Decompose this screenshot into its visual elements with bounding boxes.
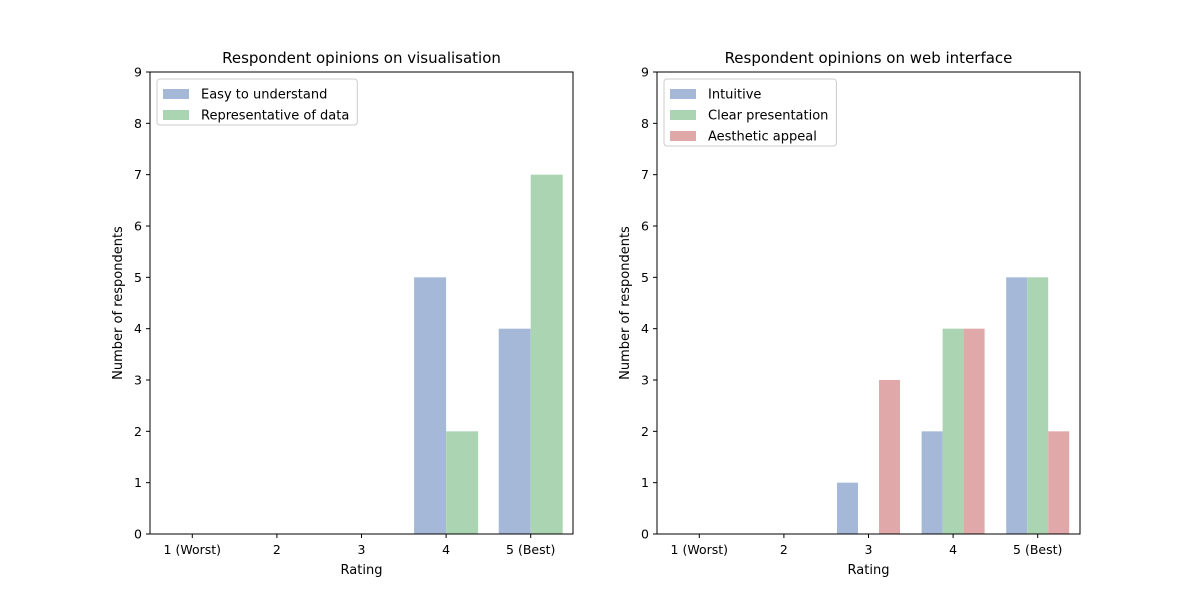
- chart-1: 0 1 2 3 4 5 6 7 8 9 1 (Worst) 2 3 4 5 (Best) Respondent…: [111, 49, 574, 578]
- chart-1-xtick-label-3: 4: [442, 542, 450, 557]
- chart-2-bar-s3-c4: [963, 328, 985, 534]
- chart-1-ytick-label-2: 2: [134, 424, 142, 439]
- chart-2-title: Respondent opinions on web interface: [725, 49, 1013, 67]
- chart-2: 0 1 2 3 4 5 6 7 8 9 1 (Worst) 2 3 4 5 (Best) Respondent…: [618, 49, 1081, 578]
- chart-1-ylabel: Number of respondents: [111, 226, 126, 380]
- chart-1-bar-s1-c4: [414, 277, 447, 534]
- chart-2-bar-s1-c5: [1006, 277, 1028, 534]
- chart-2-ytick-label-9: 9: [641, 65, 649, 80]
- chart-2-xtick-label-3: 4: [949, 542, 957, 557]
- chart-1-xtick-label-1: 2: [273, 542, 281, 557]
- chart-2-bar-s1-c4: [921, 431, 943, 534]
- chart-1-ytick-label-1: 1: [134, 475, 142, 490]
- chart-2-xtick-label-0: 1 (Worst): [671, 542, 729, 557]
- chart-2-ytick-label-2: 2: [641, 424, 649, 439]
- chart-2-bar-s2-c5: [1027, 277, 1049, 534]
- chart-1-ytick-label-5: 5: [134, 270, 142, 285]
- chart-2-bar-s3-c5: [1048, 431, 1070, 534]
- chart-2-ytick-label-8: 8: [641, 116, 649, 131]
- chart-2-xlabel: Rating: [848, 563, 890, 578]
- chart-2-ytick-label-7: 7: [641, 167, 649, 182]
- chart-2-legend: Intuitive Clear presentation Aesthetic app…: [663, 78, 837, 147]
- chart-1-legend-label-1: Easy to understand: [201, 88, 327, 103]
- chart-2-ytick-label-0: 0: [641, 527, 649, 542]
- chart-2-ytick-label-5: 5: [641, 270, 649, 285]
- chart-2-legend-label-3: Aesthetic appeal: [708, 130, 817, 145]
- chart-2-bar-s3-c3: [879, 380, 900, 534]
- chart-2-legend-swatch-1: [670, 89, 696, 99]
- chart-2-xtick-label-4: 5 (Best): [1013, 542, 1062, 557]
- chart-1-legend-label-2: Representative of data: [201, 109, 349, 124]
- chart-2-ylabel: Number of respondents: [618, 226, 633, 380]
- chart-1-ytick-label-9: 9: [134, 65, 142, 80]
- chart-1-ytick-label-3: 3: [134, 373, 142, 388]
- chart-1-legend-swatch-1: [163, 89, 189, 99]
- chart-1-ytick-label-6: 6: [134, 219, 142, 234]
- chart-2-ytick-label-4: 4: [641, 321, 649, 336]
- chart-2-xtick-label-2: 3: [865, 542, 873, 557]
- chart-1-xtick-label-2: 3: [358, 542, 366, 557]
- chart-2-xtick-label-1: 2: [780, 542, 788, 557]
- chart-2-ytick-label-1: 1: [641, 475, 649, 490]
- chart-2-legend-swatch-2: [670, 110, 696, 120]
- chart-1-ytick-label-0: 0: [134, 527, 142, 542]
- chart-2-ytick-label-6: 6: [641, 219, 649, 234]
- chart-1-bar-s2-c5: [530, 174, 563, 535]
- chart-2-legend-label-2: Clear presentation: [708, 109, 828, 124]
- chart-2-legend-box: [663, 78, 837, 147]
- chart-1-bar-s1-c5: [498, 328, 531, 534]
- chart-1-xlabel: Rating: [341, 563, 383, 578]
- chart-1-legend-box: [156, 78, 358, 126]
- chart-1-bar-s2-c4: [446, 431, 479, 534]
- chart-1-legend: Easy to understand Representative of data: [156, 78, 358, 126]
- chart-1-ytick-label-7: 7: [134, 167, 142, 182]
- chart-2-bar-s2-c4: [942, 328, 964, 534]
- chart-1-xtick-label-4: 5 (Best): [506, 542, 555, 557]
- chart-2-ytick-label-3: 3: [641, 373, 649, 388]
- chart-1-title: Respondent opinions on visualisation: [222, 49, 501, 67]
- chart-2-bar-s1-c3: [837, 482, 858, 534]
- chart-1-ytick-label-8: 8: [134, 116, 142, 131]
- chart-2-legend-label-1: Intuitive: [708, 88, 761, 103]
- chart-1-ytick-label-4: 4: [134, 321, 142, 336]
- chart-2-legend-swatch-3: [670, 131, 696, 141]
- chart-1-legend-swatch-2: [163, 110, 189, 120]
- chart-1-xtick-label-0: 1 (Worst): [164, 542, 222, 557]
